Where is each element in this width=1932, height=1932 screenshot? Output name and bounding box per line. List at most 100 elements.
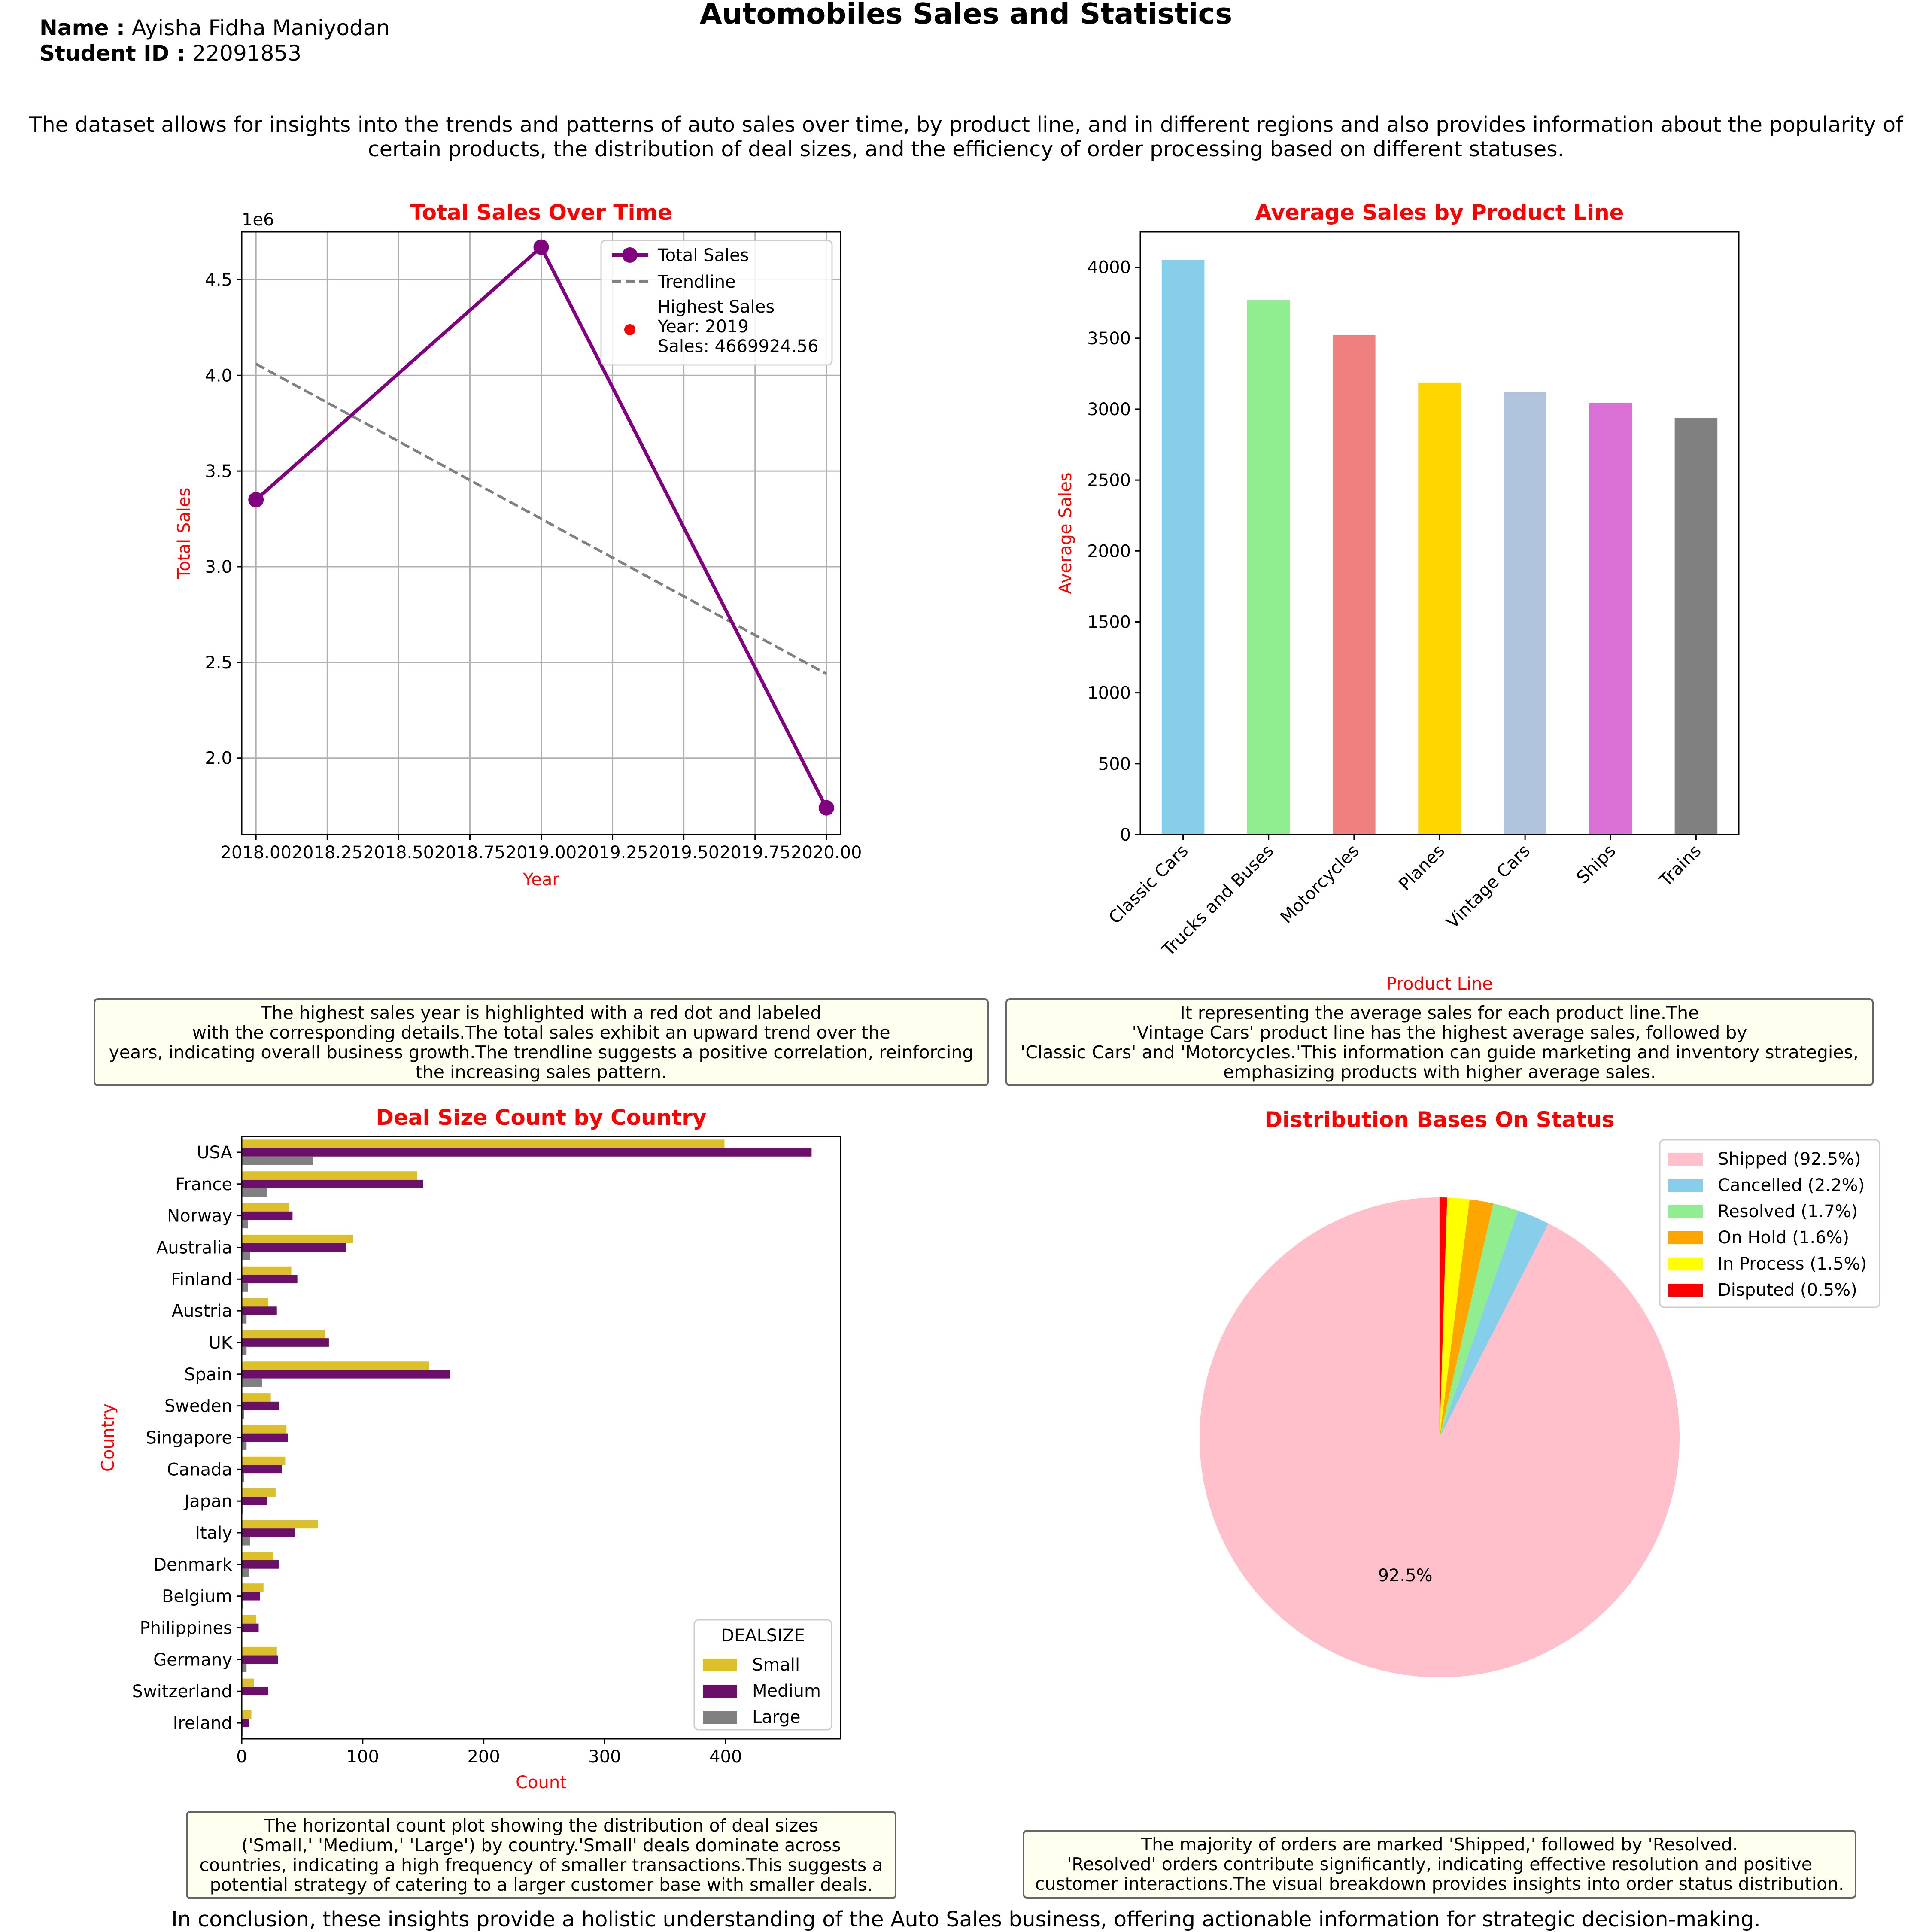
hbar-medium: [242, 1401, 279, 1410]
hbar-chart-ytick-label: Belgium: [162, 1587, 232, 1607]
hbar-small: [242, 1203, 289, 1212]
bar-trucks-and-buses: [1247, 300, 1290, 835]
bar-chart-xtick-label: Planes: [1395, 841, 1449, 895]
hbar-chart-ytick-label: UK: [208, 1333, 233, 1353]
name-label: Name :: [39, 15, 125, 40]
bar-classic-cars: [1161, 260, 1205, 835]
hbar-medium: [242, 1592, 260, 1601]
line-chart-legend: [600, 240, 833, 366]
hbar-medium: [242, 1687, 268, 1696]
hbar-large: [242, 1283, 248, 1292]
bar-chart-ytick-label: 500: [1098, 754, 1131, 774]
pie-slice-in-process: [1440, 1197, 1470, 1437]
student-id-label: Student ID :: [39, 41, 185, 66]
hbar-small: [242, 1646, 277, 1656]
hbar-chart-title: Deal Size Count by Country: [376, 1105, 707, 1130]
total-sales-point: [533, 239, 549, 255]
hbar-medium: [242, 1338, 329, 1347]
total-sales-point: [248, 492, 264, 507]
hbar-large: [242, 1473, 244, 1482]
line-chart-frame: [241, 231, 841, 835]
pie-slice-resolved: [1440, 1203, 1518, 1437]
hbar-large: [242, 1378, 262, 1387]
pie-chart-legend: [1659, 1139, 1880, 1308]
hbar-medium: [242, 1179, 423, 1188]
bar-chart-ytick-label: 0: [1120, 825, 1131, 845]
bar-chart-xlabel: Product Line: [1386, 974, 1493, 994]
hbar-small: [242, 1615, 256, 1624]
name-value: Ayisha Fidha Maniyodan: [131, 15, 390, 40]
line-chart-xtick-label: 2019.00: [506, 843, 577, 863]
hbar-chart-ytick-label: Switzerland: [132, 1682, 232, 1701]
legend-highest-sales-label-line: Highest Sales: [658, 297, 775, 317]
hbar-chart-ytick-label: Germany: [153, 1650, 232, 1670]
pie-legend-swatch: [1668, 1153, 1703, 1166]
hbar-small: [242, 1425, 287, 1434]
pie-slice-percent-label: 92.5%: [1378, 1566, 1432, 1586]
hbar-chart-ytick-label: Spain: [184, 1365, 232, 1385]
page-title: Automobiles Sales and Statistics: [699, 0, 1233, 30]
hbar-chart-xtick-label: 100: [346, 1747, 379, 1767]
hbar-medium: [242, 1243, 346, 1252]
hbar-medium: [242, 1497, 267, 1506]
bar-planes: [1418, 383, 1461, 835]
pie-legend-swatch: [1668, 1205, 1703, 1218]
bar-chart-ytick-label: 2000: [1087, 541, 1131, 561]
bar-chart-xtick-label: Ships: [1573, 841, 1619, 888]
hbar-large: [242, 1188, 267, 1197]
pie-slice-disputed: [1440, 1197, 1447, 1437]
bar-trains: [1674, 418, 1718, 835]
hbar-chart-ytick-label: Japan: [183, 1492, 232, 1511]
hbar-legend-swatch-small: [703, 1659, 737, 1671]
line-chart-xtick-label: 2018.25: [292, 843, 363, 863]
hbar-medium: [242, 1148, 812, 1157]
student-id-value: 22091853: [192, 41, 302, 66]
hbar-large: [242, 1156, 313, 1165]
hbar-small: [242, 1456, 286, 1465]
hbar-medium: [242, 1719, 249, 1727]
bar-chart-ytick-label: 3500: [1087, 329, 1131, 349]
pie-legend-label: On Hold (1.6%): [1718, 1228, 1849, 1248]
hbar-chart-legend: [693, 1619, 832, 1731]
line-chart-xtick-label: 2018.50: [363, 843, 434, 863]
legend-total-sales-marker: [622, 247, 638, 263]
hbar-chart-xtick-label: 300: [588, 1747, 621, 1767]
hbar-chart-xtick-label: 200: [467, 1747, 500, 1767]
line-chart-xtick-label: 2019.50: [648, 843, 719, 863]
bar-vintage-cars: [1504, 392, 1546, 835]
pie-caption-text: The majority of orders are marked 'Shipp…: [1035, 1834, 1844, 1894]
line-chart-xlabel: Year: [522, 870, 559, 890]
hbar-chart-ytick-label: Finland: [171, 1270, 232, 1289]
hbar-chart-ytick-label: Philippines: [140, 1619, 232, 1638]
hbar-chart-ytick-label: USA: [197, 1143, 232, 1163]
bar-chart-ytick-label: 1000: [1087, 683, 1131, 703]
hbar-large: [242, 1315, 247, 1324]
hbar-chart-ytick-label: Sweden: [164, 1397, 232, 1416]
hbar-small: [242, 1139, 725, 1148]
hbar-chart-ytick-label: Austria: [172, 1301, 232, 1321]
hbar-small: [242, 1330, 325, 1339]
hbar-chart-ytick-label: Singapore: [146, 1428, 232, 1448]
pie-legend-swatch: [1668, 1179, 1703, 1192]
hbar-chart-ytick-label: Canada: [167, 1460, 232, 1479]
hbar-legend-label-medium: Medium: [752, 1681, 821, 1701]
bar-chart-xtick-label: Vintage Cars: [1443, 841, 1534, 933]
legend-highest-sales-marker: [624, 324, 635, 335]
hbar-large: [242, 1442, 247, 1451]
hbar-small: [242, 1520, 318, 1529]
pie-legend-swatch: [1668, 1231, 1703, 1244]
hbar-small: [242, 1710, 252, 1719]
hbar-medium: [242, 1623, 259, 1632]
hbar-medium: [242, 1211, 293, 1220]
pie-legend-swatch: [1668, 1258, 1703, 1270]
hbar-medium: [242, 1560, 279, 1569]
hbar-small: [242, 1488, 276, 1497]
hbar-small: [242, 1171, 417, 1180]
line-chart-ytick-label: 4.5: [205, 270, 232, 290]
hbar-chart-ytick-label: Ireland: [173, 1713, 232, 1733]
pie-slice-on-hold: [1440, 1199, 1494, 1437]
total-sales-point: [818, 800, 834, 816]
hbar-large: [242, 1664, 247, 1672]
intro-text: The dataset allows for insights into the…: [29, 112, 1903, 161]
line-chart-ytick-label: 2.5: [205, 653, 232, 673]
